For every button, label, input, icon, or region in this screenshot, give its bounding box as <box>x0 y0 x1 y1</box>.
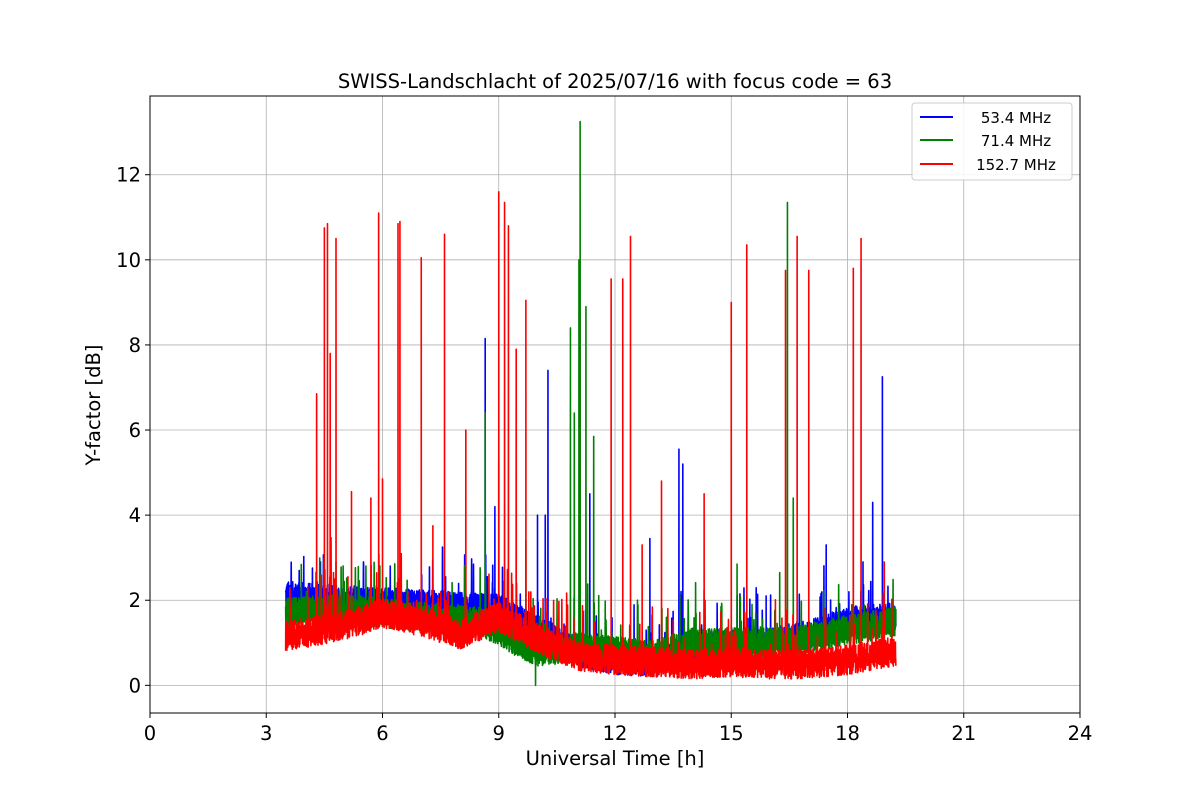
x-tick-label: 21 <box>951 722 976 745</box>
legend-box <box>911 102 1073 181</box>
x-tick-label: 18 <box>835 722 860 745</box>
x-tick-label: 15 <box>719 722 744 745</box>
chart-title: SWISS-Landschlacht of 2025/07/16 with fo… <box>338 70 892 93</box>
x-axis-ticks: 0 3 6 9 12 15 18 21 24 <box>144 713 1093 745</box>
x-tick-label: 12 <box>603 722 628 745</box>
x-tick-label: 9 <box>493 722 505 745</box>
legend-label-152-7: 152.7 MHz <box>976 156 1056 174</box>
y-tick-label: 4 <box>129 504 141 527</box>
y-tick-label: 12 <box>116 164 141 187</box>
y-tick-label: 0 <box>129 674 141 697</box>
x-tick-label: 3 <box>260 722 272 745</box>
x-tick-label: 0 <box>144 722 156 745</box>
x-tick-label: 24 <box>1068 722 1093 745</box>
legend-label-53-4: 53.4 MHz <box>981 109 1051 127</box>
series-layer <box>284 120 897 687</box>
legend-label-71-4: 71.4 MHz <box>981 132 1051 150</box>
y-axis-label: Y-factor [dB] <box>82 345 105 467</box>
y-tick-label: 6 <box>129 419 141 442</box>
legend: 53.4 MHz 71.4 MHz 152.7 MHz <box>911 102 1073 181</box>
x-tick-label: 6 <box>376 722 388 745</box>
x-axis-label: Universal Time [h] <box>526 747 705 770</box>
y-tick-label: 8 <box>129 334 141 357</box>
y-axis-ticks: 0 2 4 6 8 10 12 <box>116 164 150 697</box>
series-line-152-7-mhz <box>284 190 897 680</box>
y-tick-label: 2 <box>129 589 141 612</box>
y-tick-label: 10 <box>116 249 141 272</box>
